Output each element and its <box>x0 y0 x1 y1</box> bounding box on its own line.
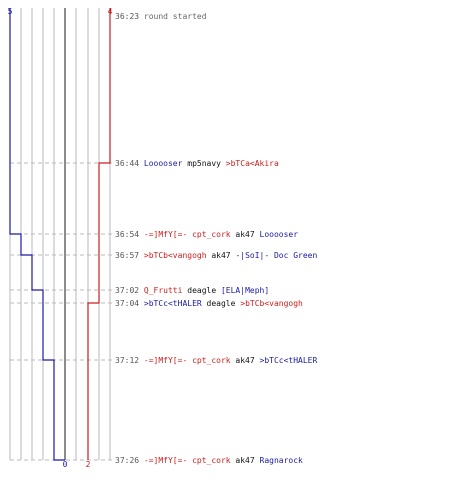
weapon-name: ak47 <box>211 251 235 260</box>
weapon-name: ak47 <box>235 456 259 465</box>
red-end-count: 2 <box>86 460 91 469</box>
event-row-system: 36:23 round started <box>115 12 207 21</box>
team-alive-steps <box>9 8 111 461</box>
kill-event-row: 36:54 -=]MfY[=- cpt_cork ak47 Looooser <box>115 230 298 239</box>
red-team-step-line <box>87 8 111 460</box>
victim-name: >bTCa<Akira <box>226 159 279 168</box>
kill-event-row: 37:26 -=]MfY[=- cpt_cork ak47 Ragnarock <box>115 456 303 465</box>
event-log: 36:23 round started 36:44 Looooser mp5nav… <box>115 12 318 465</box>
event-time: 36:54 <box>115 230 144 239</box>
event-time: 37:04 <box>115 299 144 308</box>
kill-event-row: 37:02 Q_Frutti deagle [ELA|Meph] <box>115 286 269 295</box>
weapon-name: ak47 <box>235 356 259 365</box>
kill-event-row: 37:04 >bTCc<tHALER deagle >bTCb<vangogh <box>115 299 303 308</box>
killer-name: Q_Frutti <box>144 286 187 295</box>
victim-name: Ragnarock <box>260 456 304 465</box>
blue-team-step-line <box>9 8 65 461</box>
event-time: 36:44 <box>115 159 144 168</box>
event-time: 37:26 <box>115 456 144 465</box>
killer-name: >bTCb<vangogh <box>144 251 211 260</box>
killer-name: -=]MfY[=- cpt_cork <box>144 356 236 365</box>
kill-event-row: 36:44 Looooser mp5navy >bTCa<Akira <box>115 159 279 168</box>
victim-name: >bTCc<tHALER <box>260 356 318 365</box>
killer-name: -=]MfY[=- cpt_cork <box>144 456 236 465</box>
event-time: 36:23 <box>115 12 144 21</box>
victim-name: -|SoI|- Doc Green <box>235 251 317 260</box>
victim-name: [ELA|Meph] <box>221 286 269 295</box>
team-counts: 5 4 0 2 <box>8 7 113 469</box>
weapon-name: mp5navy <box>187 159 226 168</box>
red-start-count: 4 <box>108 7 113 16</box>
kill-event-row: 36:57 >bTCb<vangogh ak47 -|SoI|- Doc Gre… <box>115 251 318 260</box>
victim-name: >bTCb<vangogh <box>240 299 303 308</box>
event-time: 36:57 <box>115 251 144 260</box>
killer-name: Looooser <box>144 159 187 168</box>
event-time: 37:02 <box>115 286 144 295</box>
weapon-name: deagle <box>207 299 241 308</box>
weapon-name: ak47 <box>235 230 259 239</box>
event-text: round started <box>144 12 207 21</box>
weapon-name: deagle <box>187 286 221 295</box>
event-time: 37:12 <box>115 356 144 365</box>
event-guide-lines <box>10 162 112 461</box>
kill-event-row: 37:12 -=]MfY[=- cpt_cork ak47 >bTCc<tHAL… <box>115 356 317 365</box>
killer-name: -=]MfY[=- cpt_cork <box>144 230 236 239</box>
blue-start-count: 5 <box>8 7 13 16</box>
blue-end-count: 0 <box>63 460 68 469</box>
killer-name: >bTCc<tHALER <box>144 299 207 308</box>
victim-name: Looooser <box>260 230 299 239</box>
